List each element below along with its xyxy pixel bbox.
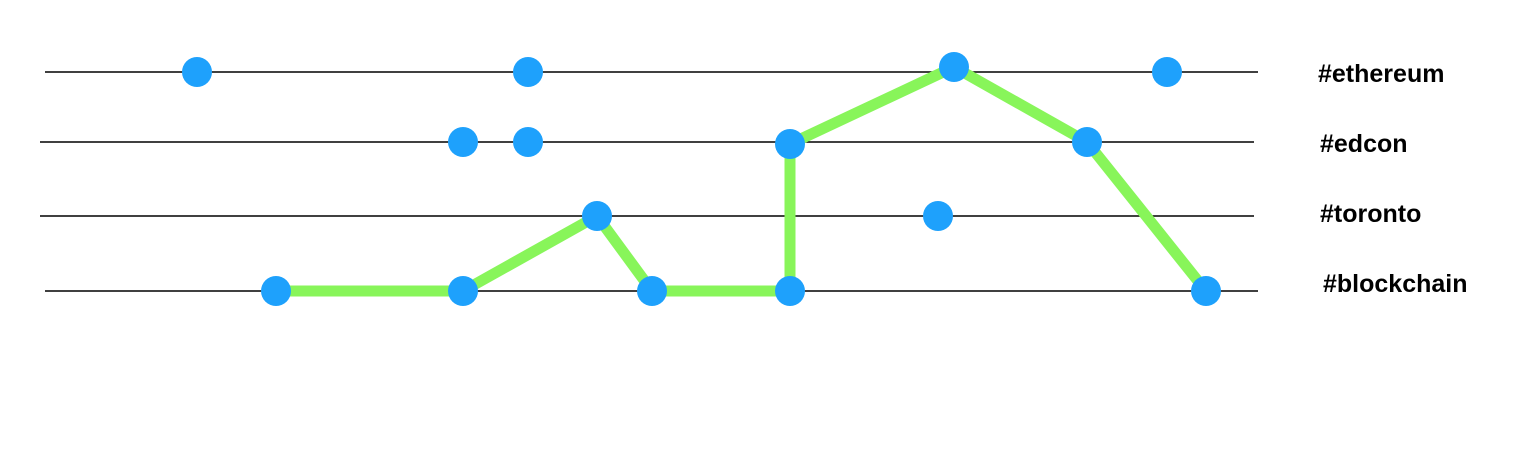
event-dot-toronto-8 bbox=[923, 201, 953, 231]
event-dot-blockchain-3 bbox=[448, 276, 478, 306]
event-dot-blockchain-6 bbox=[637, 276, 667, 306]
lane-label-ethereum: #ethereum bbox=[1318, 60, 1444, 88]
lane-label-toronto: #toronto bbox=[1320, 200, 1421, 228]
event-dot-ethereum-4 bbox=[513, 57, 543, 87]
event-dot-edcon-3 bbox=[448, 127, 478, 157]
event-dot-edcon-7 bbox=[775, 129, 805, 159]
highlight-path-line bbox=[270, 61, 1212, 297]
event-dot-edcon-4 bbox=[513, 127, 543, 157]
event-dot-blockchain-11 bbox=[1191, 276, 1221, 306]
highlight-path bbox=[270, 61, 1212, 297]
event-dot-ethereum-8 bbox=[939, 52, 969, 82]
event-dot-blockchain-2 bbox=[261, 276, 291, 306]
event-dot-ethereum-10 bbox=[1152, 57, 1182, 87]
event-dot-edcon-9 bbox=[1072, 127, 1102, 157]
lane-lines bbox=[40, 71, 1258, 292]
lane-labels: #ethereum #edcon #toronto #blockchain bbox=[1318, 60, 1468, 298]
lane-label-edcon: #edcon bbox=[1320, 130, 1408, 158]
event-dots bbox=[182, 52, 1221, 306]
event-dot-blockchain-7 bbox=[775, 276, 805, 306]
lane-label-blockchain: #blockchain bbox=[1323, 270, 1468, 298]
event-dot-ethereum-1 bbox=[182, 57, 212, 87]
event-dot-toronto-5 bbox=[582, 201, 612, 231]
